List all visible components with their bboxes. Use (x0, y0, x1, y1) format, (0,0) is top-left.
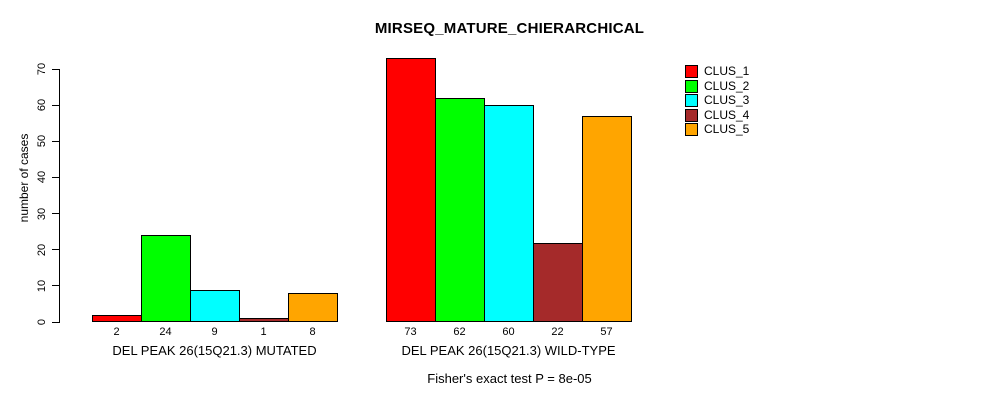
y-tick (52, 213, 59, 215)
chart-title: MIRSEQ_MATURE_CHIERARCHICAL (374, 20, 645, 37)
bar-value-label: 62 (453, 326, 466, 338)
y-tick-label: 20 (36, 243, 48, 256)
legend-label: CLUS_2 (704, 78, 750, 93)
legend-swatch-clus_5 (685, 123, 698, 136)
y-tick (52, 321, 59, 323)
y-tick-label: 60 (36, 98, 48, 112)
y-tick-label: 10 (36, 279, 48, 293)
y-tick-label: 50 (36, 135, 48, 148)
bar-clus_3-group2 (484, 105, 534, 322)
annotation-text: Fisher's exact test P = 8e-05 (427, 371, 592, 386)
legend-swatch-clus_3 (685, 94, 698, 107)
y-tick (52, 176, 59, 178)
bar-clus_3-group1 (190, 289, 240, 322)
bar-value-label: 22 (551, 326, 564, 338)
legend-label: CLUS_3 (704, 93, 750, 107)
bar-clus_5-group2 (582, 116, 632, 322)
legend-label: CLUS_4 (704, 107, 750, 122)
bar-clus_2-group2 (435, 97, 485, 322)
bar-value-label: 60 (502, 326, 515, 338)
y-tick-label: 0 (36, 318, 48, 326)
y-tick (52, 249, 59, 251)
bar-clus_4-group1 (239, 318, 289, 322)
bar-value-label: 2 (113, 326, 120, 338)
legend-label: CLUS_5 (704, 122, 750, 136)
category-label: DEL PEAK 26(15Q21.3) WILD-TYPE (401, 343, 616, 358)
bar-clus_1-group1 (92, 314, 142, 322)
y-tick (52, 140, 59, 142)
bar-clus_5-group1 (288, 293, 338, 322)
legend-swatch-clus_2 (685, 79, 698, 93)
legend-swatch-clus_4 (685, 108, 698, 122)
y-tick-label: 40 (36, 171, 48, 184)
bar-value-label: 9 (211, 326, 218, 338)
y-tick (52, 104, 59, 106)
bar-value-label: 73 (404, 326, 417, 338)
bar-value-label: 8 (309, 326, 316, 338)
category-label: DEL PEAK 26(15Q21.3) MUTATED (112, 343, 317, 358)
bar-value-label: 57 (600, 326, 613, 338)
bar-clus_4-group2 (533, 242, 583, 322)
y-axis-label: number of cases (17, 133, 31, 223)
y-tick-label: 30 (36, 207, 48, 220)
y-tick-label: 70 (36, 62, 48, 76)
bar-clus_2-group1 (141, 235, 191, 322)
y-tick (52, 285, 59, 287)
bar-value-label: 1 (260, 326, 267, 338)
bar-clus_1-group2 (386, 58, 436, 322)
y-axis-line (59, 69, 60, 323)
y-tick (52, 68, 59, 70)
legend-swatch-clus_1 (685, 65, 698, 78)
bar-value-label: 24 (159, 326, 172, 338)
legend-label: CLUS_1 (704, 64, 750, 78)
